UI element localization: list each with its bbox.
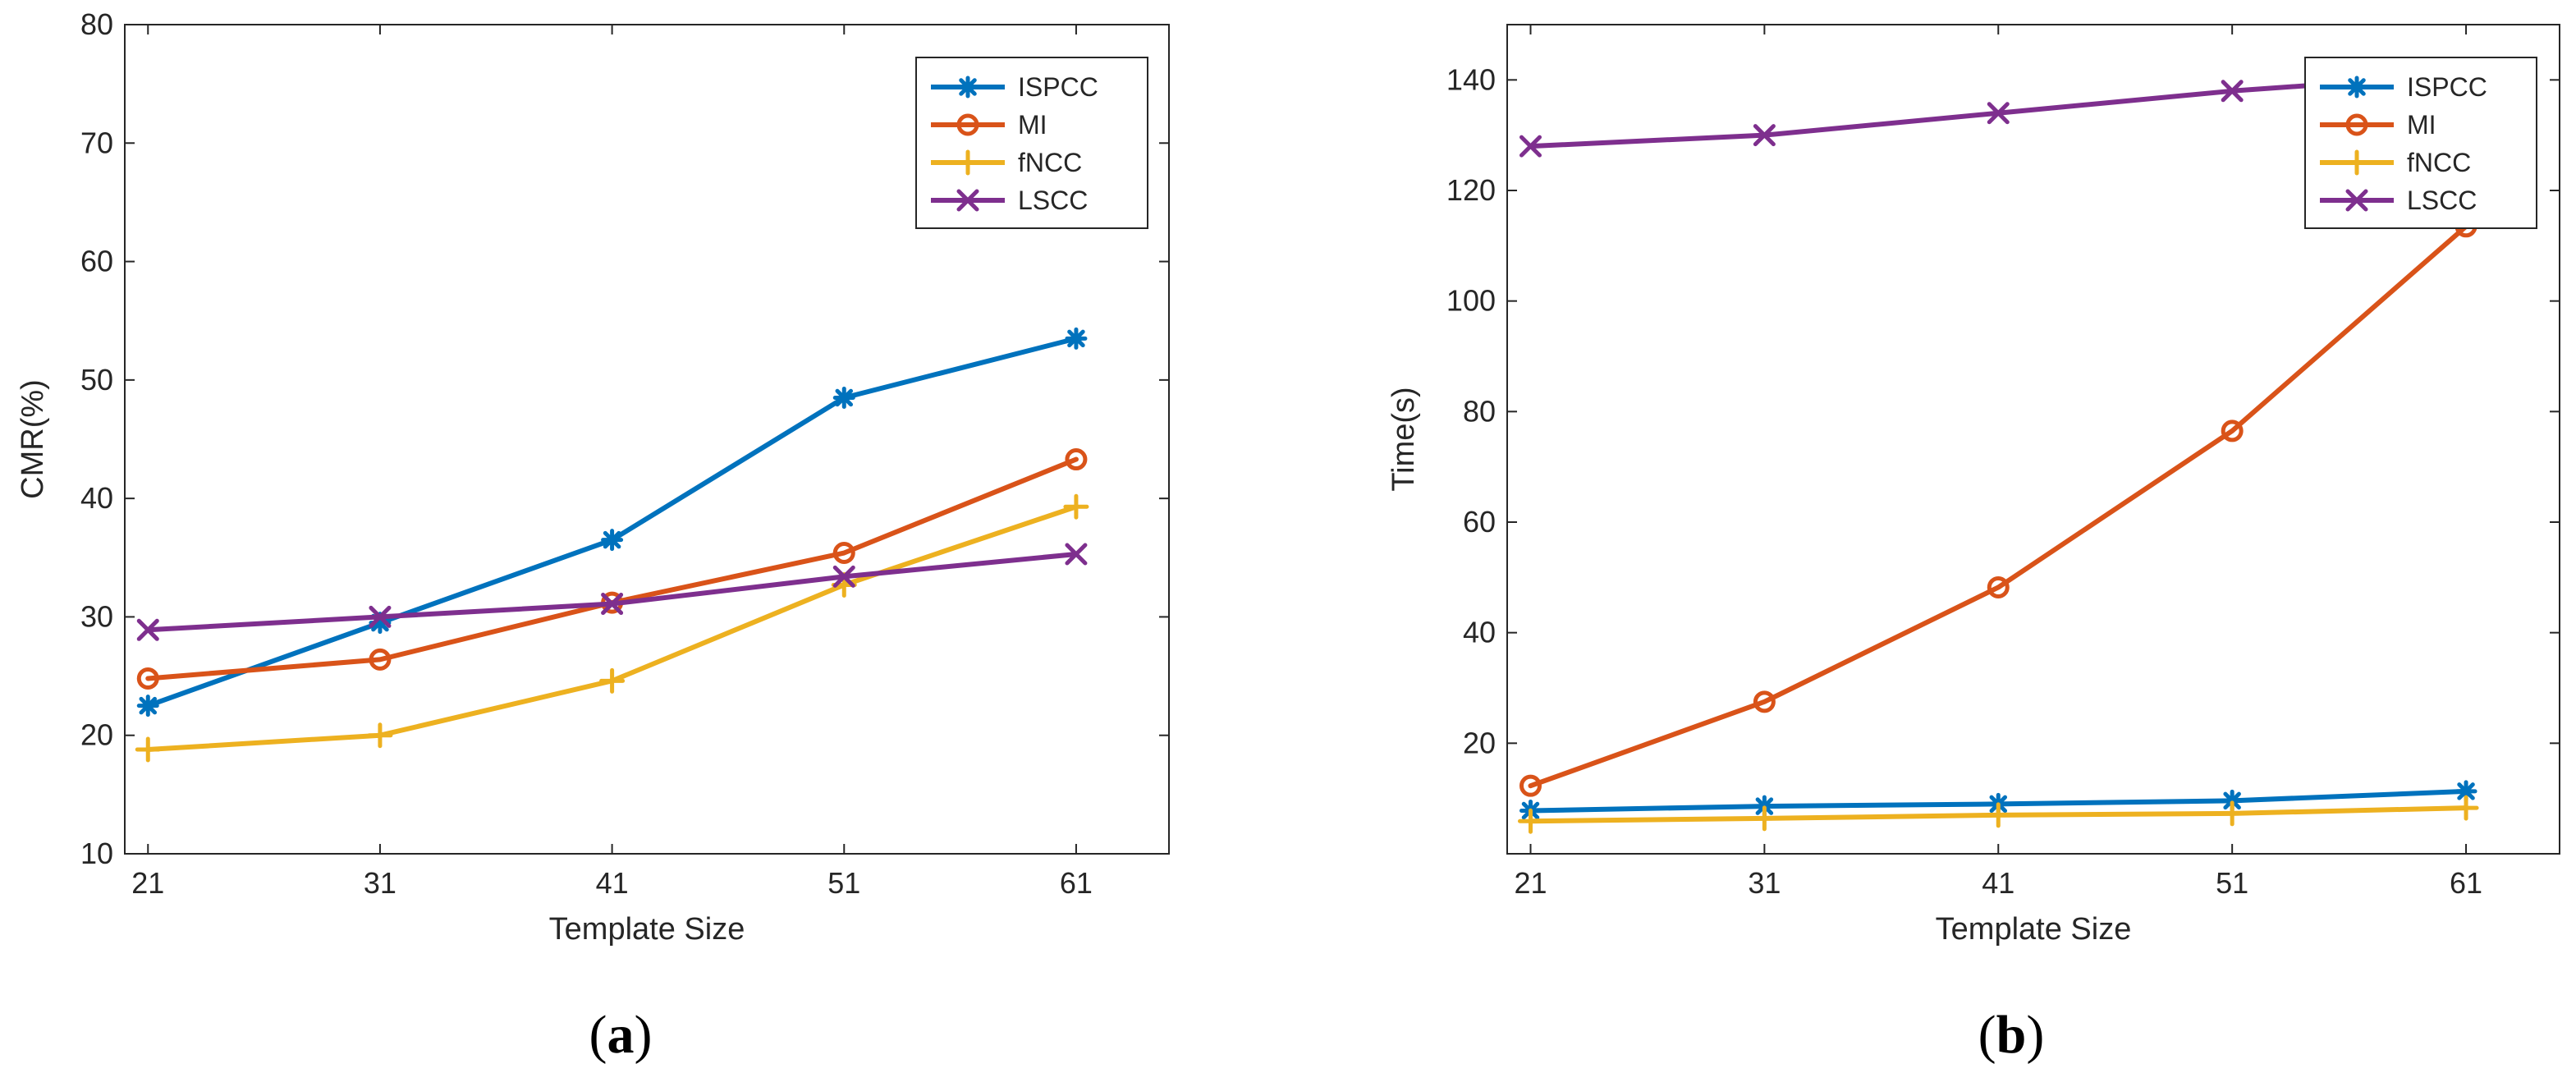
panel-b-y-tick-label: 20 — [1463, 726, 1496, 759]
panel-a-y-tick-label: 50 — [80, 363, 113, 397]
panel-a-legend-label-mi: MI — [1018, 110, 1047, 140]
panel-b-legend-marker-ispcc — [2345, 76, 2368, 99]
panel-a-y-axis-label: CMR(%) — [16, 379, 50, 499]
panel-b-legend-label-ispcc: ISPCC — [2407, 72, 2487, 102]
panel-a-series-line-ispcc — [145, 336, 1079, 708]
panel-a-data-point-ispcc — [601, 529, 624, 552]
panel-b-y-tick-label: 100 — [1446, 284, 1496, 318]
panel-b-data-point-lscc — [1753, 124, 1776, 147]
panel-a-data-point-mi — [1065, 448, 1088, 471]
panel-b-data-point-mi — [1987, 575, 2010, 598]
panel-b-data-point-fncc — [1751, 805, 1777, 832]
panel-a-x-tick-label: 21 — [131, 866, 164, 900]
panel-a-y-tick-label: 30 — [80, 599, 113, 633]
panel-a-data-point-fncc — [599, 667, 626, 694]
panel-a-data-point-ispcc — [832, 387, 855, 409]
panel-a-data-point-fncc — [1063, 493, 1089, 520]
panel-b-x-tick-label: 31 — [1748, 866, 1781, 900]
panel-b-data-point-mi — [1753, 690, 1776, 713]
panel-b-x-tick-label: 41 — [1982, 866, 2015, 900]
panel-a-data-point-mi — [832, 542, 855, 565]
panel-a-legend-label-ispcc: ISPCC — [1018, 72, 1098, 102]
panel-a-y-tick-label: 20 — [80, 718, 113, 752]
panel-b-legend: ISPCC MI fNCC LSCC — [2304, 57, 2537, 229]
panel-a-data-point-lscc — [832, 565, 855, 588]
panel-a-legend-label-fncc: fNCC — [1018, 148, 1082, 177]
panel-a-legend: ISPCC MI fNCC LSCC — [915, 57, 1148, 229]
panel-a-data-point-ispcc — [1065, 327, 1088, 350]
panel-a-y-tick-label: 40 — [80, 481, 113, 515]
panel-a-y-tick-label: 10 — [80, 837, 113, 870]
panel-a-data-point-lscc — [369, 605, 392, 628]
panel-b-data-point-fncc — [1517, 808, 1543, 834]
panel-b-y-tick-label: 60 — [1463, 505, 1496, 539]
panel-a-y-tick-label: 60 — [80, 245, 113, 278]
panel-b-x-axis-label: Template Size — [1936, 912, 2132, 947]
panel-b-data-point-mi — [1519, 774, 1542, 797]
panel-caption-a-letter: a — [607, 1005, 635, 1065]
panel-a-axes-frame — [124, 24, 1170, 855]
panel-a-data-point-fncc — [367, 722, 393, 749]
panel-a-data-point-fncc — [135, 736, 161, 763]
panel-a-legend-marker-fncc — [955, 149, 981, 176]
panel-a-plot-area — [135, 327, 1089, 763]
panel-a-data-point-lscc — [1065, 543, 1088, 566]
panel-a-y-tick-label: 70 — [80, 126, 113, 159]
panel-caption-b-letter: b — [1996, 1005, 2027, 1065]
panel-b-axes-frame — [1506, 24, 2560, 855]
panel-b-x-tick-label: 51 — [2216, 866, 2248, 900]
panel-b-x-tick-label: 61 — [2450, 866, 2482, 900]
panel-b-legend-label-lscc: LSCC — [2407, 186, 2477, 215]
panel-a-data-point-mi — [369, 648, 392, 671]
panel-b-data-point-lscc — [1519, 135, 1542, 158]
panel-a-x-tick-label: 41 — [596, 866, 629, 900]
panel-b-plot-area — [1517, 63, 2479, 834]
panel-b-data-point-lscc — [1987, 102, 2010, 125]
panel-b-legend-marker-fncc — [2344, 149, 2370, 176]
panel-b-data-point-mi — [2221, 420, 2244, 442]
panel-caption-a: (a) — [589, 1005, 653, 1065]
chart-panel-a: 10 20 30 40 50 60 70 80 21 31 41 51 61 Template Size C… — [16, 7, 1170, 947]
chart-panel-b: 20 40 60 80 100 120 140 21 31 41 51 61 Template Size… — [1387, 24, 2560, 947]
panel-b-legend-marker-lscc — [2345, 189, 2368, 212]
panel-b-legend-marker-mi — [2345, 113, 2368, 136]
panel-b-data-point-fncc — [2453, 795, 2479, 821]
panel-b-data-point-ispcc — [2455, 780, 2477, 803]
panel-a-data-point-lscc — [136, 618, 159, 641]
panel-a-legend-marker-lscc — [956, 189, 979, 212]
panel-a-x-tick-label: 61 — [1060, 866, 1093, 900]
panel-a-legend-label-lscc: LSCC — [1018, 186, 1088, 215]
panel-a-x-tick-label: 31 — [364, 866, 396, 900]
panel-b-y-tick-label: 120 — [1446, 173, 1496, 207]
panel-b-legend-label-mi: MI — [2407, 110, 2436, 140]
panel-b-y-axis-label: Time(s) — [1387, 387, 1421, 491]
panel-a-data-point-ispcc — [136, 695, 159, 718]
panel-a-data-point-mi — [136, 667, 159, 690]
panel-a-x-tick-label: 51 — [827, 866, 860, 900]
panel-a-legend-marker-mi — [956, 113, 979, 136]
panel-b-x-tick-label: 21 — [1514, 866, 1547, 900]
panel-b-y-tick-label: 40 — [1463, 616, 1496, 649]
panel-b-data-point-lscc — [2221, 80, 2244, 103]
panel-a-x-axis-label: Template Size — [549, 912, 745, 947]
panel-b-series-line-mi — [1528, 223, 2469, 789]
panel-a-y-tick-label: 80 — [80, 7, 113, 41]
panel-b-y-tick-label: 80 — [1463, 394, 1496, 428]
panel-a-data-point-lscc — [601, 593, 624, 616]
panel-b-y-tick-label: 140 — [1446, 62, 1496, 96]
panel-b-data-point-fncc — [1985, 802, 2011, 828]
panel-a-legend-marker-ispcc — [956, 76, 979, 99]
panel-caption-b: (b) — [1978, 1005, 2045, 1065]
panel-b-data-point-fncc — [2219, 800, 2245, 827]
panel-b-legend-label-fncc: fNCC — [2407, 148, 2471, 177]
